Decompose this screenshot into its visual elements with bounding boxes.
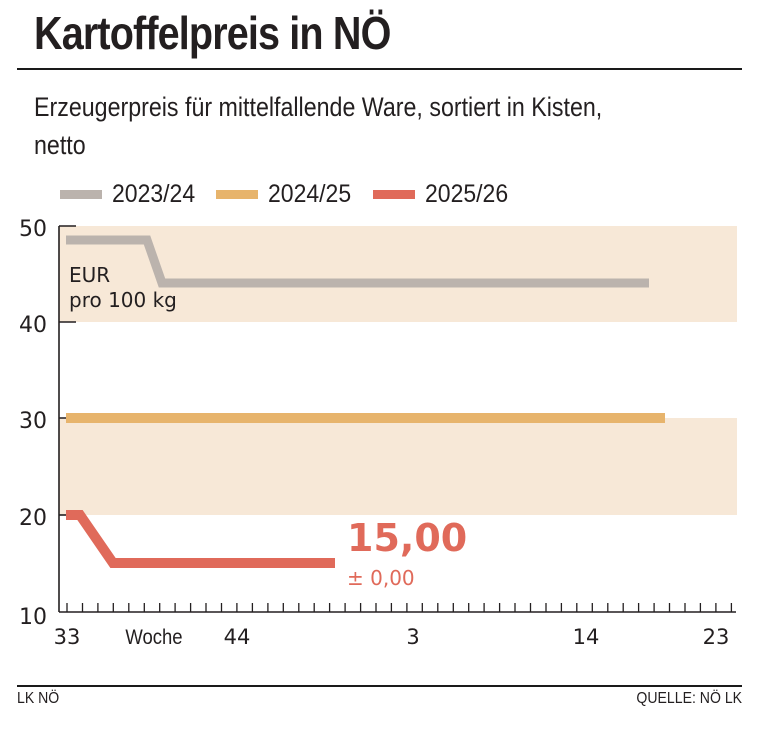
x-tick-labels: 33 44 3 14 23	[54, 625, 730, 649]
legend-label: 2024/25	[268, 180, 352, 208]
footer-divider	[17, 685, 742, 687]
x-tick-3: 3	[406, 625, 419, 649]
y-tick-40: 40	[19, 313, 47, 338]
latest-change: ± 0,00	[347, 566, 415, 590]
y-tick-20: 20	[19, 506, 47, 531]
y-tick-labels: 50 40 30 20 10	[19, 217, 47, 630]
x-tick-44: 44	[224, 625, 251, 649]
y-tick-10: 10	[19, 605, 47, 630]
legend-swatch-orange	[216, 190, 259, 199]
band-40-50	[59, 226, 737, 322]
unit-label-line-2: pro 100 kg	[69, 288, 177, 312]
legend-item-2024-25: 2024/25	[216, 180, 358, 209]
chart-subtitle: Erzeugerpreis für mittelfallende Ware, s…	[34, 88, 688, 164]
x-tick-14: 14	[573, 625, 600, 649]
legend-label: 2023/24	[112, 180, 196, 208]
x-tick-23: 23	[703, 625, 730, 649]
subtitle-line-2: netto	[34, 130, 86, 160]
legend-item-2023-24: 2023/24	[60, 180, 202, 209]
x-tick-33: 33	[54, 625, 81, 649]
band-20-30	[59, 418, 737, 515]
y-tick-50: 50	[19, 217, 47, 242]
title-divider	[17, 68, 742, 70]
footer-source: QUELLE: NÖ LK	[636, 690, 742, 707]
legend: 2023/24 2024/25 2025/26	[60, 180, 529, 209]
chart-title: Kartoffelpreis in NÖ	[34, 7, 391, 59]
latest-value: 15,00	[347, 516, 467, 560]
legend-swatch-gray	[60, 190, 102, 199]
legend-swatch-red	[372, 190, 415, 199]
series-2023-24-line	[66, 235, 649, 288]
x-axis-ticks	[66, 603, 733, 612]
x-axis-label: Woche	[125, 626, 182, 649]
y-tick-30: 30	[19, 409, 47, 434]
series-2025-26-line	[66, 510, 335, 568]
subtitle-line-1: Erzeugerpreis für mittelfallende Ware, s…	[34, 92, 603, 122]
legend-item-2025-26: 2025/26	[372, 180, 515, 209]
unit-label-line-1: EUR	[69, 263, 110, 287]
footer-credit: LK NÖ	[17, 690, 60, 707]
legend-label: 2025/26	[424, 180, 508, 208]
